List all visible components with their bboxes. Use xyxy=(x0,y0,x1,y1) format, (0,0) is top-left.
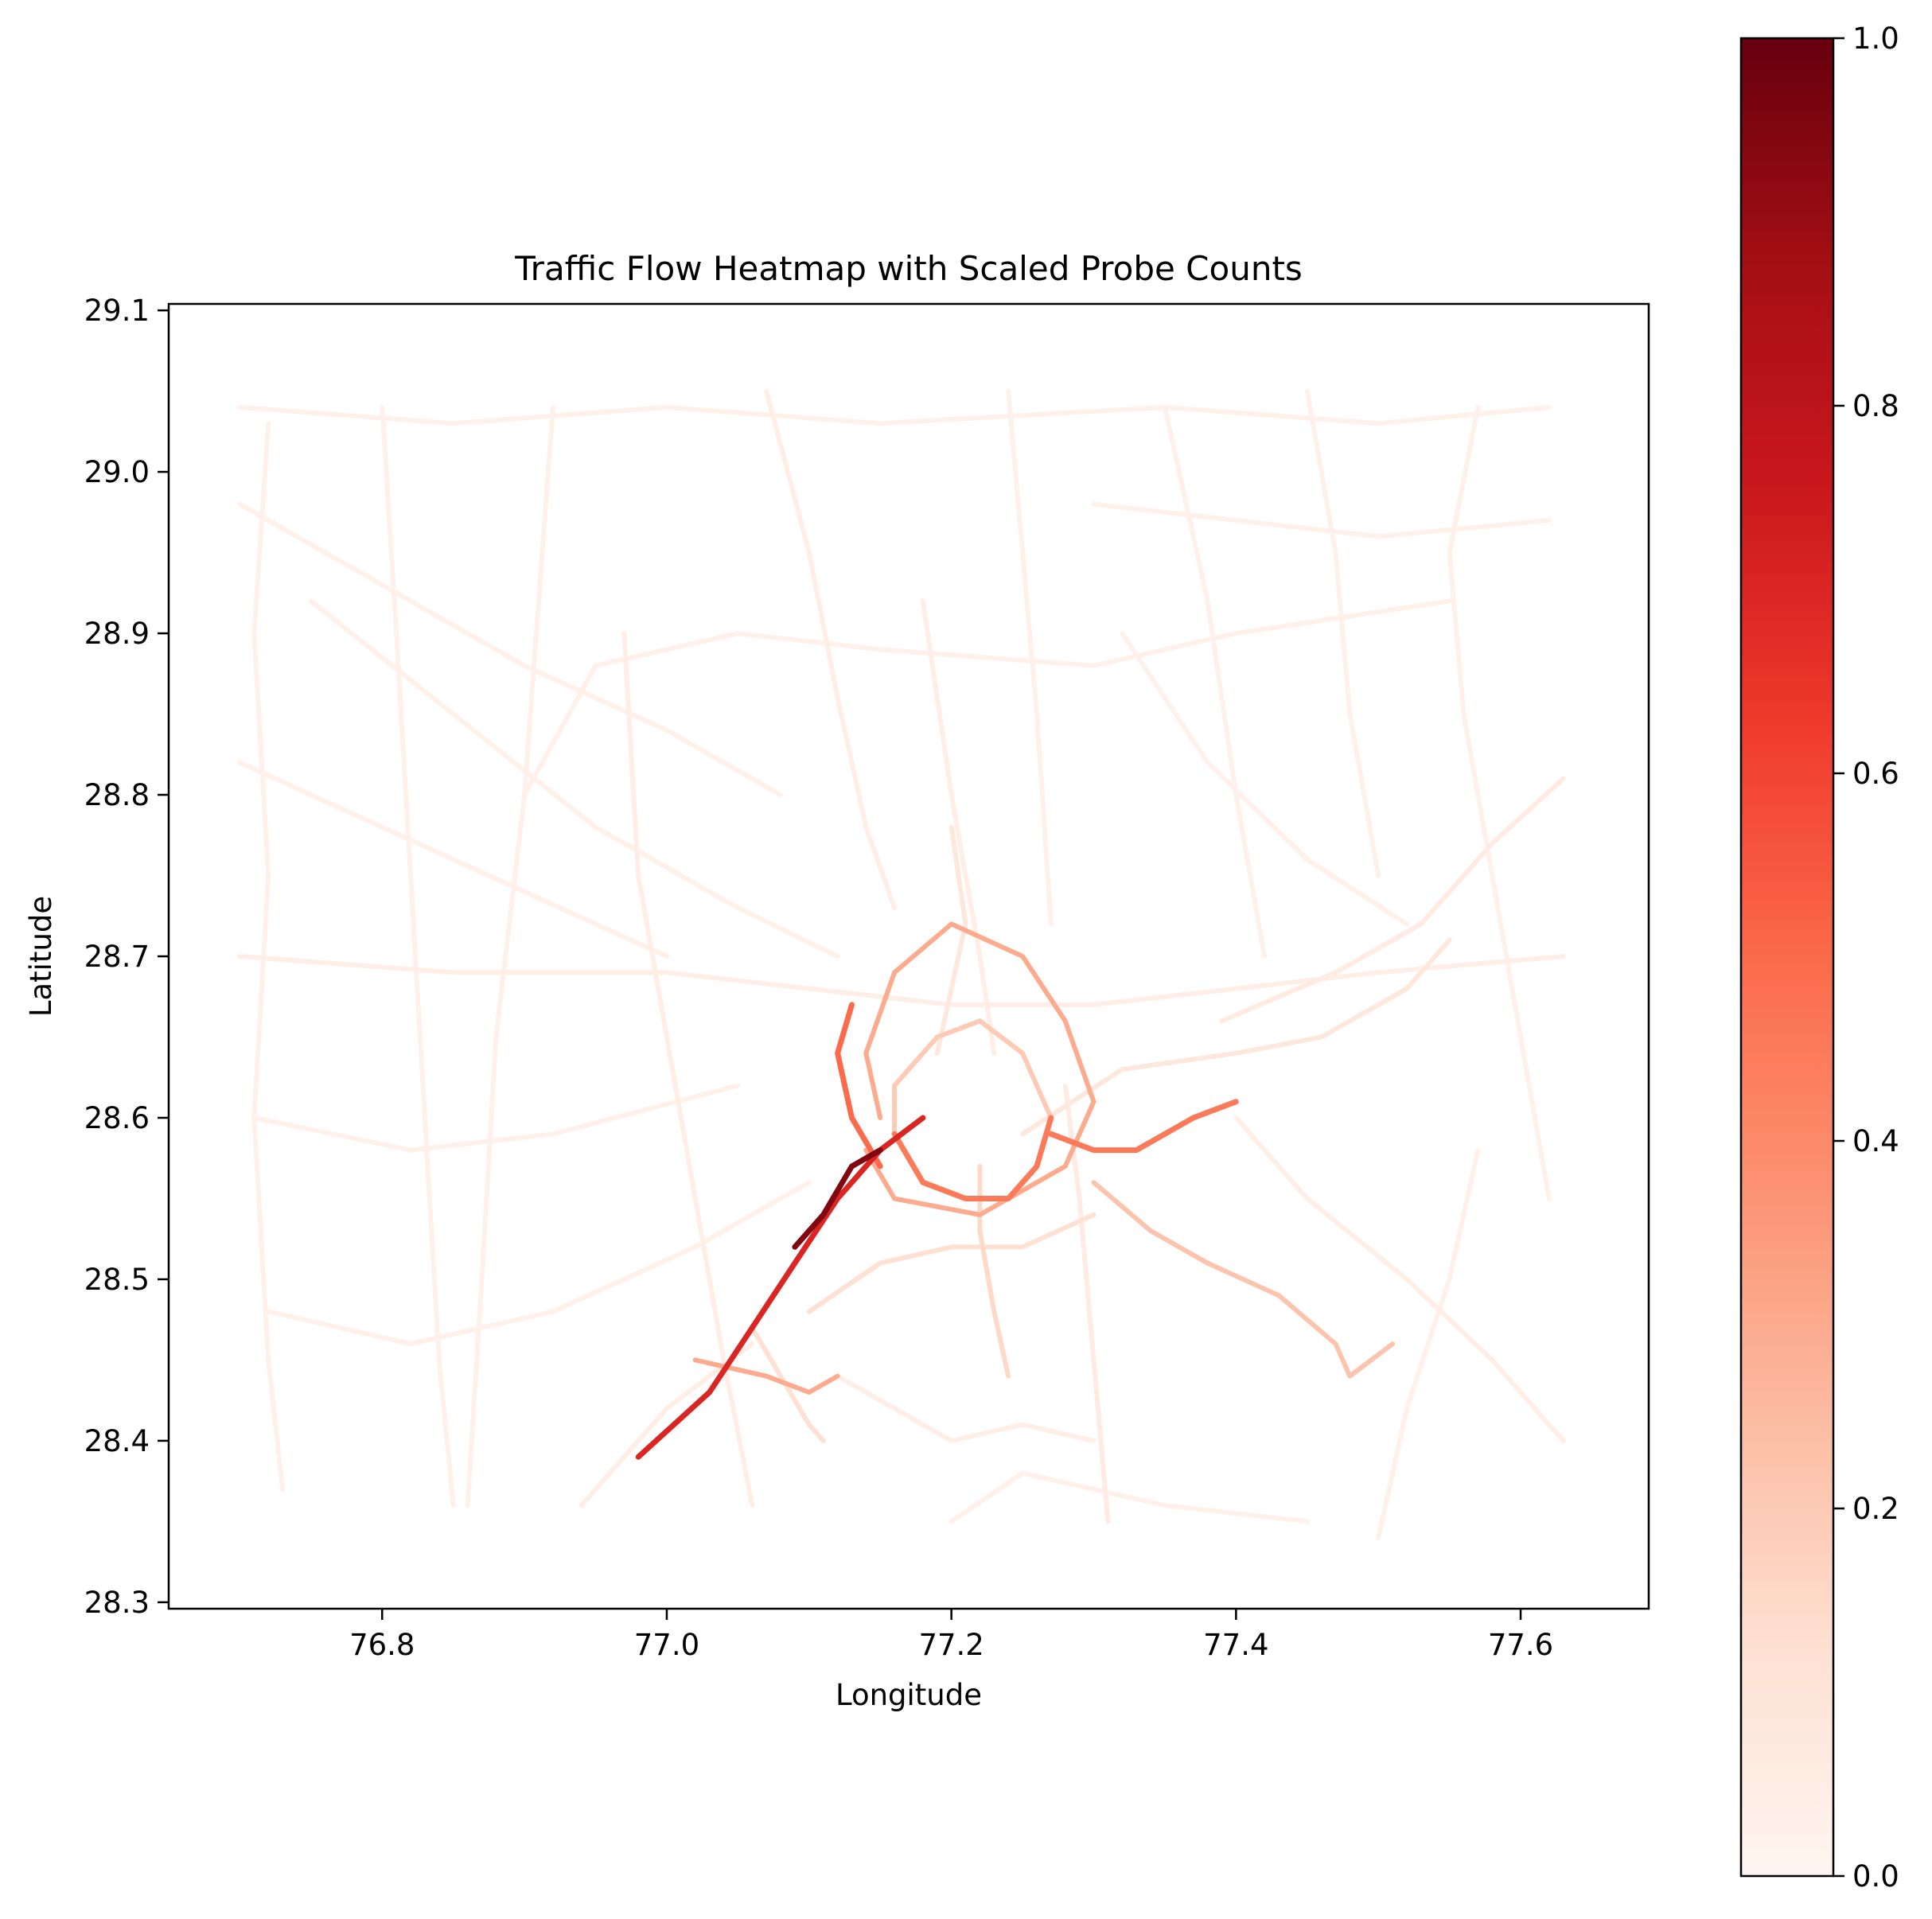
road-east-road-2 xyxy=(1447,404,1552,1201)
road-ne-road-2 xyxy=(1162,404,1268,959)
road-ne-road-1 xyxy=(1091,501,1552,539)
road-north-road-2 xyxy=(1006,388,1054,927)
x-tick-label: 77.4 xyxy=(1203,1628,1268,1662)
colorbar-frame xyxy=(1739,37,1835,1878)
y-tick-label: 29.0 xyxy=(84,455,150,489)
road-nh-west-main xyxy=(237,954,1566,1007)
road-ring-inner-north xyxy=(892,1018,1054,1137)
road-north-arc xyxy=(522,598,1452,797)
road-gurgaon-cross xyxy=(692,1357,840,1395)
colorbar-tick-label: 0.4 xyxy=(1852,1124,1899,1158)
road-ne-diagonal xyxy=(1219,776,1566,1024)
y-tick-label: 28.6 xyxy=(84,1101,150,1135)
colorbar-tick-label: 0.0 xyxy=(1852,1859,1899,1894)
road-nh-north xyxy=(764,388,898,911)
y-tick-label: 28.5 xyxy=(84,1263,150,1297)
road-gurgaon-local xyxy=(750,1325,826,1443)
road-south-curve xyxy=(835,1373,1096,1443)
plot-background xyxy=(169,304,1649,1609)
road-west-vert-1 xyxy=(380,404,456,1508)
road-far-south-road xyxy=(948,1470,1310,1524)
y-axis: 28.3 28.4 28.5 28.6 28.7 28.8 28.9 29.0 29.1 xyxy=(84,294,169,1620)
road-south-east-road xyxy=(1376,1147,1481,1540)
road-ring-west xyxy=(835,1002,883,1170)
colorbar-tick-label: 1.0 xyxy=(1852,21,1899,56)
x-tick-label: 76.8 xyxy=(349,1628,415,1662)
road-nw-road xyxy=(237,501,783,797)
colorbar-ticks: 0.0 0.2 0.4 0.6 0.8 1.0 xyxy=(1833,21,1899,1894)
road-east-road-1 xyxy=(1304,388,1381,878)
road-north-east-road xyxy=(920,598,997,1056)
x-axis-label: Longitude xyxy=(836,1678,982,1712)
road-center-north xyxy=(934,824,968,1056)
plot-area xyxy=(167,302,1650,1610)
y-axis-label: Latitude xyxy=(24,896,58,1017)
road-west-road-2 xyxy=(251,1083,741,1153)
colorbar-tick-label: 0.6 xyxy=(1852,757,1899,791)
road-sw-expressway-hot xyxy=(792,1147,883,1250)
colorbar-gradient xyxy=(1741,38,1833,1876)
road-west-road-3 xyxy=(266,1180,812,1347)
road-south-west-road xyxy=(621,631,755,1508)
roads-layer xyxy=(237,388,1566,1540)
road-east-link xyxy=(1048,1099,1239,1154)
colorbar: 0.0 0.2 0.4 0.6 0.8 1.0 xyxy=(1739,21,1899,1894)
x-tick-label: 77.2 xyxy=(918,1628,984,1662)
y-tick-label: 28.3 xyxy=(84,1586,150,1620)
road-ring-inner-south xyxy=(891,1115,1054,1201)
road-south-road xyxy=(806,1212,1096,1314)
colorbar-tick-label: 0.8 xyxy=(1852,389,1899,423)
road-west-vert-2 xyxy=(465,404,555,1508)
y-tick-label: 28.4 xyxy=(84,1424,150,1458)
chart-title: Traffic Flow Heatmap with Scaled Probe C… xyxy=(514,249,1303,288)
x-tick-label: 77.0 xyxy=(634,1628,699,1662)
y-tick-label: 28.7 xyxy=(84,940,150,974)
road-se-expressway xyxy=(1091,1180,1396,1379)
y-tick-label: 29.1 xyxy=(84,294,150,328)
road-far-west-vert xyxy=(251,421,286,1492)
road-mid-diagonal xyxy=(308,598,840,959)
y-tick-label: 28.9 xyxy=(84,617,150,651)
road-north-horiz xyxy=(237,404,1552,426)
road-east-south-road xyxy=(1233,1115,1566,1443)
road-west-road-1 xyxy=(237,760,669,959)
x-axis: 76.8 77.0 77.2 77.4 77.6 xyxy=(349,1609,1553,1662)
y-tick-label: 28.8 xyxy=(84,778,150,812)
road-east-diag-2 xyxy=(1120,631,1409,927)
colorbar-tick-label: 0.2 xyxy=(1852,1492,1899,1526)
x-tick-label: 77.6 xyxy=(1488,1628,1553,1662)
road-ring-outer xyxy=(863,921,1096,1217)
road-east-arc xyxy=(1020,937,1452,1137)
